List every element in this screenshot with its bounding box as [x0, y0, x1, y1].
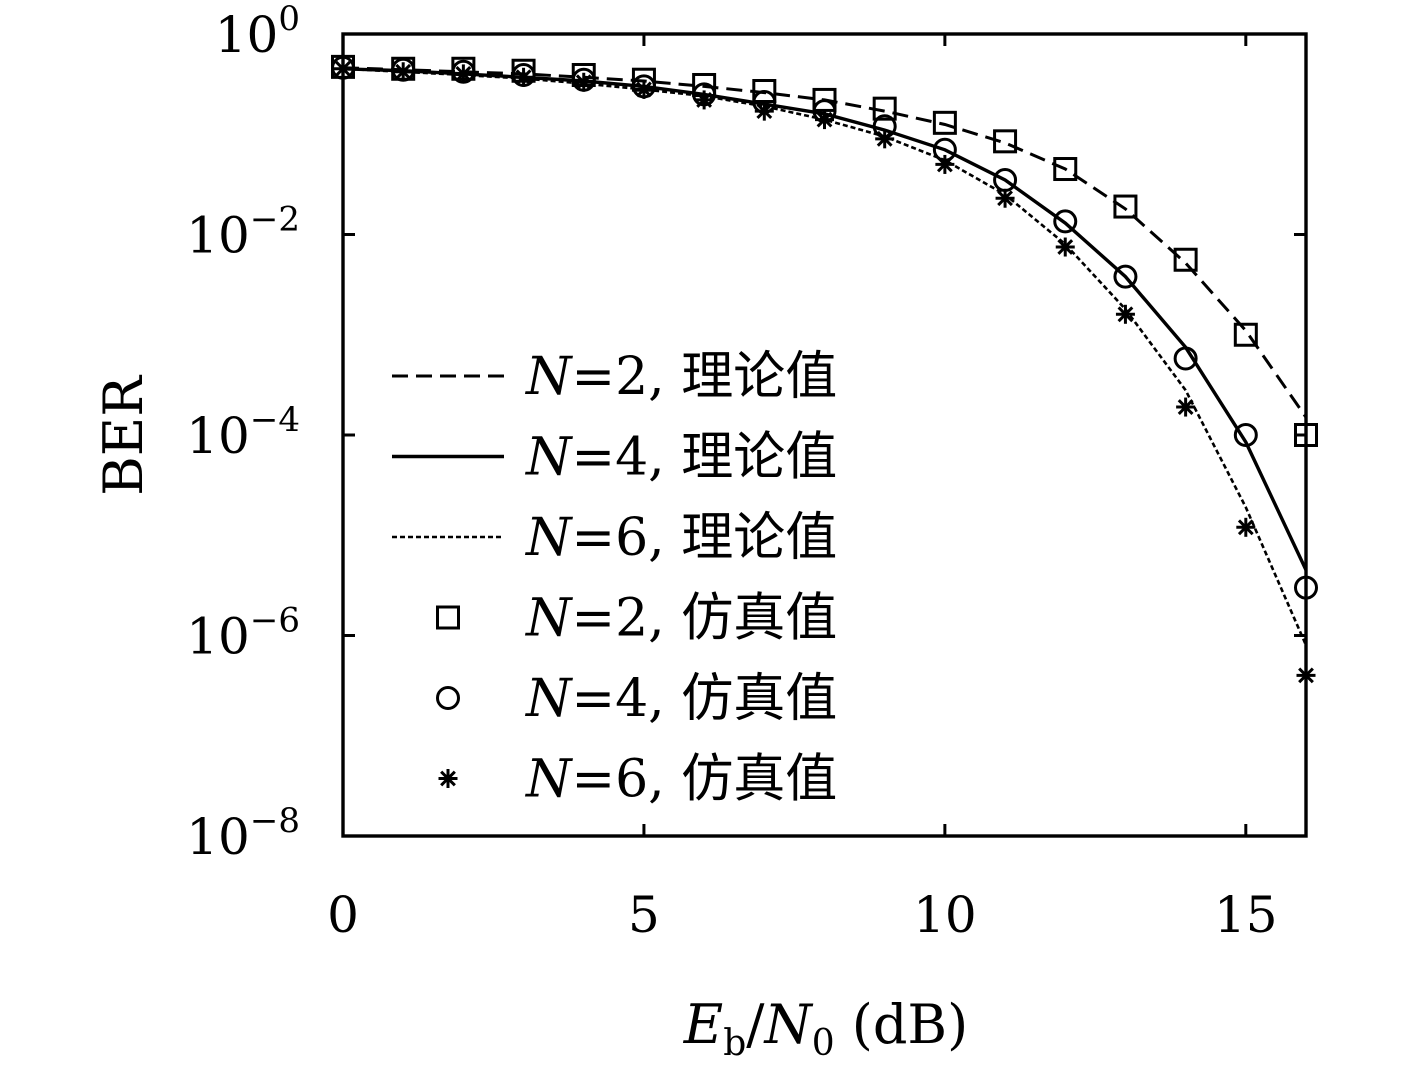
- marker-circle-14: [1173, 346, 1198, 371]
- marker-asterisk-15: [1236, 517, 1256, 537]
- axis-labels-layer: BER Eb/N0 (dB): [92, 375, 968, 1064]
- series-line-2: [342, 67, 1308, 571]
- marker-asterisk-10-d2: [936, 156, 953, 173]
- marker-asterisk-7: [754, 101, 774, 121]
- marker-asterisk-1: [393, 62, 413, 82]
- marker-circle-13: [1113, 264, 1138, 289]
- series-markers-layer: [331, 54, 1318, 685]
- marker-asterisk-11-d2: [997, 190, 1013, 207]
- marker-asterisk-3-d2: [515, 69, 532, 86]
- marker-square-9: [872, 96, 897, 121]
- marker-asterisk-14: [1176, 397, 1196, 417]
- marker-asterisk-2-d2: [455, 65, 472, 82]
- marker-square-14: [1173, 247, 1198, 272]
- marker-square-7: [752, 79, 777, 104]
- marker-circle-15: [1233, 423, 1258, 447]
- marker-asterisk-8: [815, 110, 834, 130]
- marker-asterisk-1-d2: [395, 63, 412, 80]
- marker-asterisk-15-d2: [1237, 519, 1254, 536]
- marker-square-15: [1233, 322, 1258, 347]
- legend-label-4: N=2, 仿真值: [524, 589, 837, 649]
- marker-asterisk-12-d2: [1057, 239, 1074, 255]
- x-tick-label-3: 15: [1214, 886, 1278, 944]
- marker-square-10: [932, 110, 957, 135]
- y-tick-label-1: 10−2: [186, 200, 300, 265]
- marker-asterisk-6: [694, 90, 714, 110]
- marker-asterisk-9-d2: [876, 130, 893, 147]
- marker-asterisk-5: [634, 79, 654, 99]
- legend-label-5: N=4, 仿真值: [524, 669, 837, 729]
- x-tick-label-2: 10: [913, 886, 977, 944]
- marker-circle-12: [1053, 209, 1078, 234]
- marker-square-12: [1053, 157, 1078, 182]
- legend-label-3: N=6, 理论值: [524, 508, 837, 568]
- marker-square-13: [1113, 194, 1138, 219]
- marker-asterisk-4: [574, 72, 594, 92]
- x-tick-label-1: 5: [628, 886, 660, 944]
- y-tick-label-4: 10−8: [186, 801, 300, 866]
- marker-asterisk-11: [995, 188, 1015, 208]
- marker-asterisk-8-d2: [816, 111, 833, 128]
- marker-asterisk-10: [935, 154, 955, 174]
- marker-asterisk-12: [1055, 237, 1075, 257]
- marker-square-11: [993, 129, 1018, 154]
- legend-sample-asterisk-d2: [440, 770, 456, 787]
- marker-asterisk-5-d2: [636, 81, 652, 98]
- marker-asterisk-2: [453, 64, 473, 84]
- y-axis-label: BER: [92, 375, 155, 496]
- marker-asterisk-9: [875, 129, 895, 149]
- legend-label-2: N=4, 理论值: [524, 428, 837, 488]
- marker-asterisk-13-d2: [1117, 306, 1134, 323]
- y-tick-label-2: 10−4: [186, 400, 300, 465]
- legend-sample-circle: [436, 686, 460, 710]
- marker-asterisk-13: [1115, 304, 1135, 324]
- marker-asterisk-4-d2: [575, 74, 592, 91]
- legend-label-1: N=2, 理论值: [524, 347, 837, 407]
- marker-asterisk-6-d2: [696, 92, 713, 108]
- legend-label-6: N=6, 仿真值: [524, 750, 837, 810]
- marker-asterisk-7-d2: [756, 103, 773, 120]
- y-tick-label-3: 10−6: [186, 601, 300, 666]
- x-tick-label-0: 0: [327, 886, 359, 944]
- legend-sample-asterisk: [438, 769, 458, 788]
- marker-asterisk-14-d2: [1177, 399, 1194, 415]
- legend-sample-square: [436, 605, 460, 630]
- y-tick-label-0: 100: [215, 0, 300, 64]
- marker-asterisk-3: [514, 67, 534, 87]
- tick-layer: 0 5 10 15 100 10−2 10−4 10−6 10−8: [186, 0, 1306, 944]
- legend: N=2, 理论值 N=4, 理论值 N=6, 理论值 N=2, 仿真值 N=4, 仿真值…: [392, 347, 837, 810]
- x-axis-label: Eb/N0 (dB): [683, 993, 968, 1064]
